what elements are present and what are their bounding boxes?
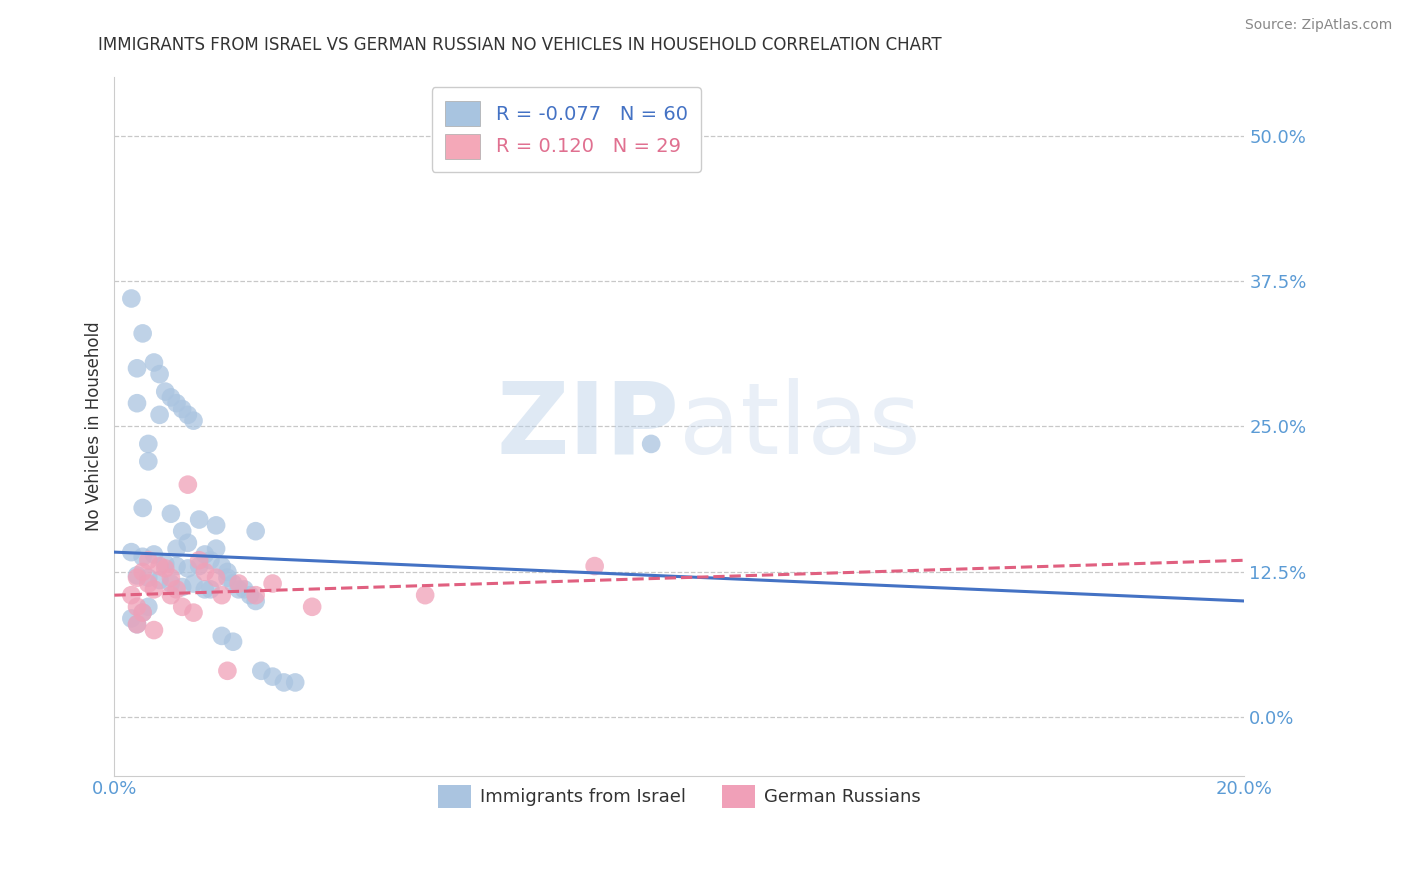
Point [177,408,200,422]
Point [143,548,166,562]
Point [183,606,205,620]
Point [143,355,166,369]
Point [155,557,177,571]
Point [131,606,153,620]
Point [149,573,172,587]
Point [583,559,606,574]
Point [194,548,217,562]
Point [188,553,211,567]
Point [120,292,142,306]
Point [143,582,166,597]
Point [205,571,228,585]
Point [228,582,250,597]
Point [177,477,200,491]
Point [233,582,256,597]
Point [131,326,153,341]
Point [177,561,200,575]
Point [228,576,250,591]
Point [120,588,142,602]
Point [284,675,307,690]
Point [211,629,233,643]
Point [188,559,211,574]
Point [160,507,183,521]
Point [172,580,194,594]
Point [222,576,245,591]
Point [131,606,153,620]
Point [172,599,194,614]
Point [149,367,172,381]
Point [273,675,295,690]
Point [125,617,148,632]
Point [131,500,153,515]
Point [136,437,159,451]
Point [217,565,239,579]
Point [217,664,239,678]
Point [166,396,188,410]
Point [217,571,239,585]
Point [160,588,183,602]
Point [125,361,148,376]
Point [245,588,267,602]
Point [136,599,159,614]
Point [160,391,183,405]
Text: ZIP: ZIP [496,378,679,475]
Point [194,565,217,579]
Point [136,571,159,585]
Point [211,588,233,602]
Point [155,384,177,399]
Point [166,541,188,556]
Point [166,559,188,574]
Point [188,512,211,526]
Point [245,524,267,538]
Point [239,588,262,602]
Point [262,670,284,684]
Point [413,588,436,602]
Point [250,664,273,678]
Point [131,565,153,579]
Point [194,582,217,597]
Point [143,623,166,637]
Point [172,402,194,417]
Point [205,541,228,556]
Y-axis label: No Vehicles in Household: No Vehicles in Household [86,322,103,532]
Point [183,414,205,428]
Text: IMMIGRANTS FROM ISRAEL VS GERMAN RUSSIAN NO VEHICLES IN HOUSEHOLD CORRELATION CH: IMMIGRANTS FROM ISRAEL VS GERMAN RUSSIAN… [98,36,942,54]
Point [125,571,148,585]
Point [211,559,233,574]
Point [136,454,159,468]
Point [136,553,159,567]
Point [205,518,228,533]
Point [166,582,188,597]
Point [125,396,148,410]
Point [155,561,177,575]
Text: atlas: atlas [679,378,921,475]
Point [177,536,200,550]
Point [131,549,153,564]
Point [125,568,148,582]
Legend: Immigrants from Israel, German Russians: Immigrants from Israel, German Russians [432,778,928,815]
Point [301,599,323,614]
Point [262,576,284,591]
Point [200,582,222,597]
Text: Source: ZipAtlas.com: Source: ZipAtlas.com [1244,18,1392,32]
Point [120,611,142,625]
Point [125,617,148,632]
Point [245,594,267,608]
Point [200,553,222,567]
Point [183,576,205,591]
Point [222,634,245,648]
Point [149,408,172,422]
Point [149,559,172,574]
Point [120,545,142,559]
Point [136,576,159,591]
Point [160,576,183,591]
Point [125,599,148,614]
Point [172,524,194,538]
Point [640,437,662,451]
Point [160,571,183,585]
